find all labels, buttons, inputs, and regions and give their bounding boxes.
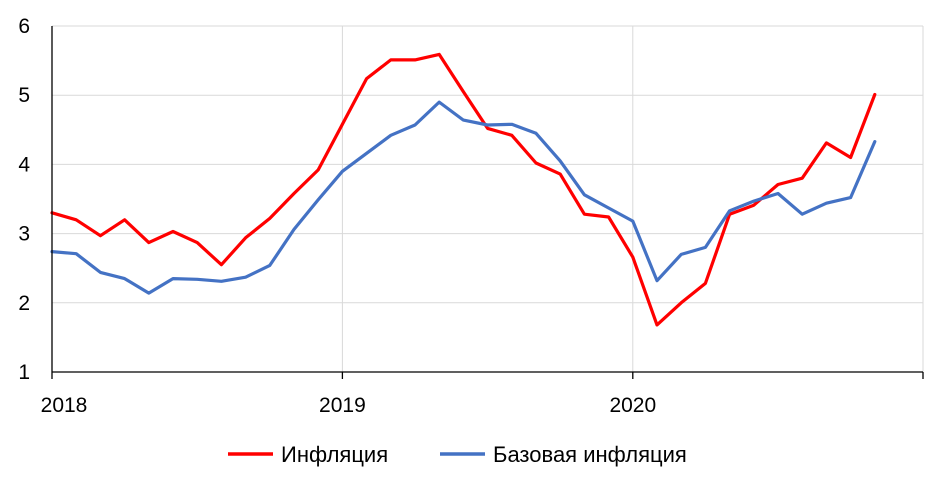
- axes: [51, 26, 924, 379]
- legend: Инфляция Базовая инфляция: [228, 442, 687, 467]
- y-tick-label: 1: [18, 361, 30, 384]
- x-tick-label: 2018: [41, 394, 88, 417]
- y-tick-label: 6: [18, 15, 30, 38]
- x-tick-label: 2020: [609, 394, 656, 417]
- legend-label-inflation: Инфляция: [281, 442, 388, 467]
- series-line-inflation: [50, 52, 877, 327]
- y-tick-label: 3: [18, 223, 30, 246]
- y-tick-labels: 1 2 3 4 5 6: [18, 15, 30, 384]
- y-tick-label: 5: [18, 84, 30, 107]
- y-tick-label: 4: [18, 153, 30, 176]
- x-tick-label: 2019: [319, 394, 366, 417]
- series-line-core-inflation: [50, 100, 877, 295]
- legend-label-core-inflation: Базовая инфляция: [493, 442, 687, 467]
- y-tick-label: 2: [18, 292, 30, 315]
- gridlines: [52, 25, 924, 372]
- series-lines: [50, 52, 877, 327]
- x-tick-labels: 2018 2019 2020: [41, 394, 657, 417]
